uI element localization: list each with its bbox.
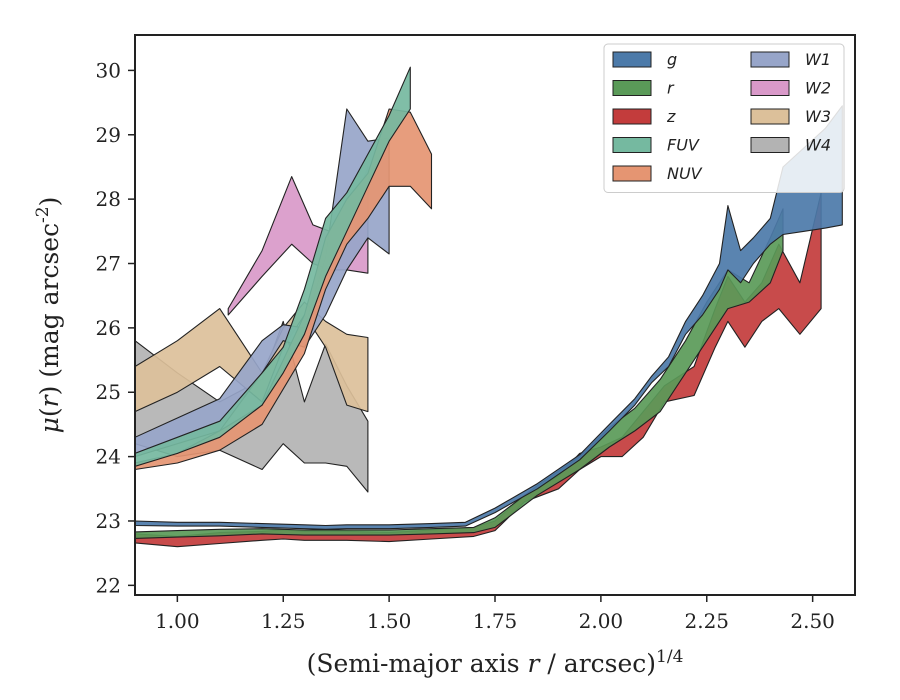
x-tick-label: 2.50 [790,609,835,633]
x-tick-label: 1.00 [155,609,200,633]
y-tick-label: 23 [96,509,121,533]
legend-swatch-w1 [750,51,790,68]
y-tick-label: 22 [96,573,121,597]
legend-label-fuv: FUV [667,136,700,155]
x-tick-label: 2.00 [579,609,624,633]
x-axis-ticks: 1.00 1.25 1.50 1.75 2.00 2.25 2.50 [155,595,835,633]
legend-label-w3: W3 [805,107,831,126]
x-tick-label: 2.25 [684,609,729,633]
x-tick-label: 1.25 [261,609,306,633]
legend-label-z: z [666,107,676,126]
legend: grz FUV NUV W1 W2 W3 W4 [603,43,845,193]
y-tick-label: 30 [96,58,121,82]
legend-swatch-w4 [750,137,790,153]
legend-label-g: g [667,50,677,69]
x-tick-label: 1.50 [367,609,412,633]
legend-label-w4: W4 [805,136,831,155]
plot-bands [135,66,843,548]
legend-swatch-z [612,108,652,125]
legend-swatch-r [612,80,652,96]
y-tick-label: 24 [96,445,121,469]
legend-label-nuv: NUV [667,164,703,183]
legend-swatch-g [612,51,652,68]
legend-swatch-w3 [750,108,790,125]
y-axis-ticks: 22 23 24 25 26 27 28 29 30 [96,58,135,597]
legend-label-r: r [667,79,675,98]
y-tick-label: 27 [96,252,121,276]
y-tick-label: 28 [96,187,121,211]
y-axis-label: μ(r) (mag arcsec-2) [33,197,64,434]
legend-swatch-nuv [612,165,652,182]
legend-swatch-w2 [750,80,790,96]
band-fuv [135,66,411,467]
legend-swatch-fuv [612,137,652,153]
x-tick-label: 1.75 [473,609,518,633]
x-axis-label: (Semi-major axis r / arcsec)1/4 [307,647,684,678]
y-tick-label: 25 [96,380,121,404]
legend-label-w1: W1 [805,50,831,69]
legend-label-w2: W2 [805,79,831,98]
y-tick-label: 29 [96,123,121,147]
y-tick-label: 26 [96,316,121,340]
